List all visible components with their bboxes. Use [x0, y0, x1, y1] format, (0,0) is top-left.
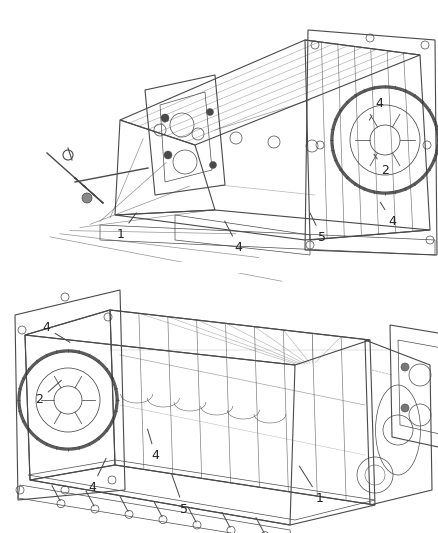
- Circle shape: [206, 109, 213, 116]
- Text: 2: 2: [35, 380, 61, 406]
- Text: 4: 4: [42, 321, 70, 342]
- Text: 1: 1: [117, 213, 136, 241]
- Text: 4: 4: [148, 429, 159, 462]
- Text: 1: 1: [299, 466, 324, 505]
- Text: 4: 4: [88, 458, 106, 494]
- Circle shape: [401, 363, 409, 371]
- Circle shape: [161, 114, 169, 122]
- Text: 4: 4: [380, 202, 396, 228]
- Circle shape: [209, 161, 216, 168]
- Text: 4: 4: [225, 221, 243, 254]
- Circle shape: [82, 193, 92, 203]
- Text: 4: 4: [369, 98, 383, 120]
- Circle shape: [164, 151, 172, 159]
- Text: 5: 5: [310, 213, 326, 244]
- Text: 5: 5: [172, 474, 188, 515]
- Circle shape: [401, 404, 409, 412]
- Text: 2: 2: [374, 154, 389, 177]
